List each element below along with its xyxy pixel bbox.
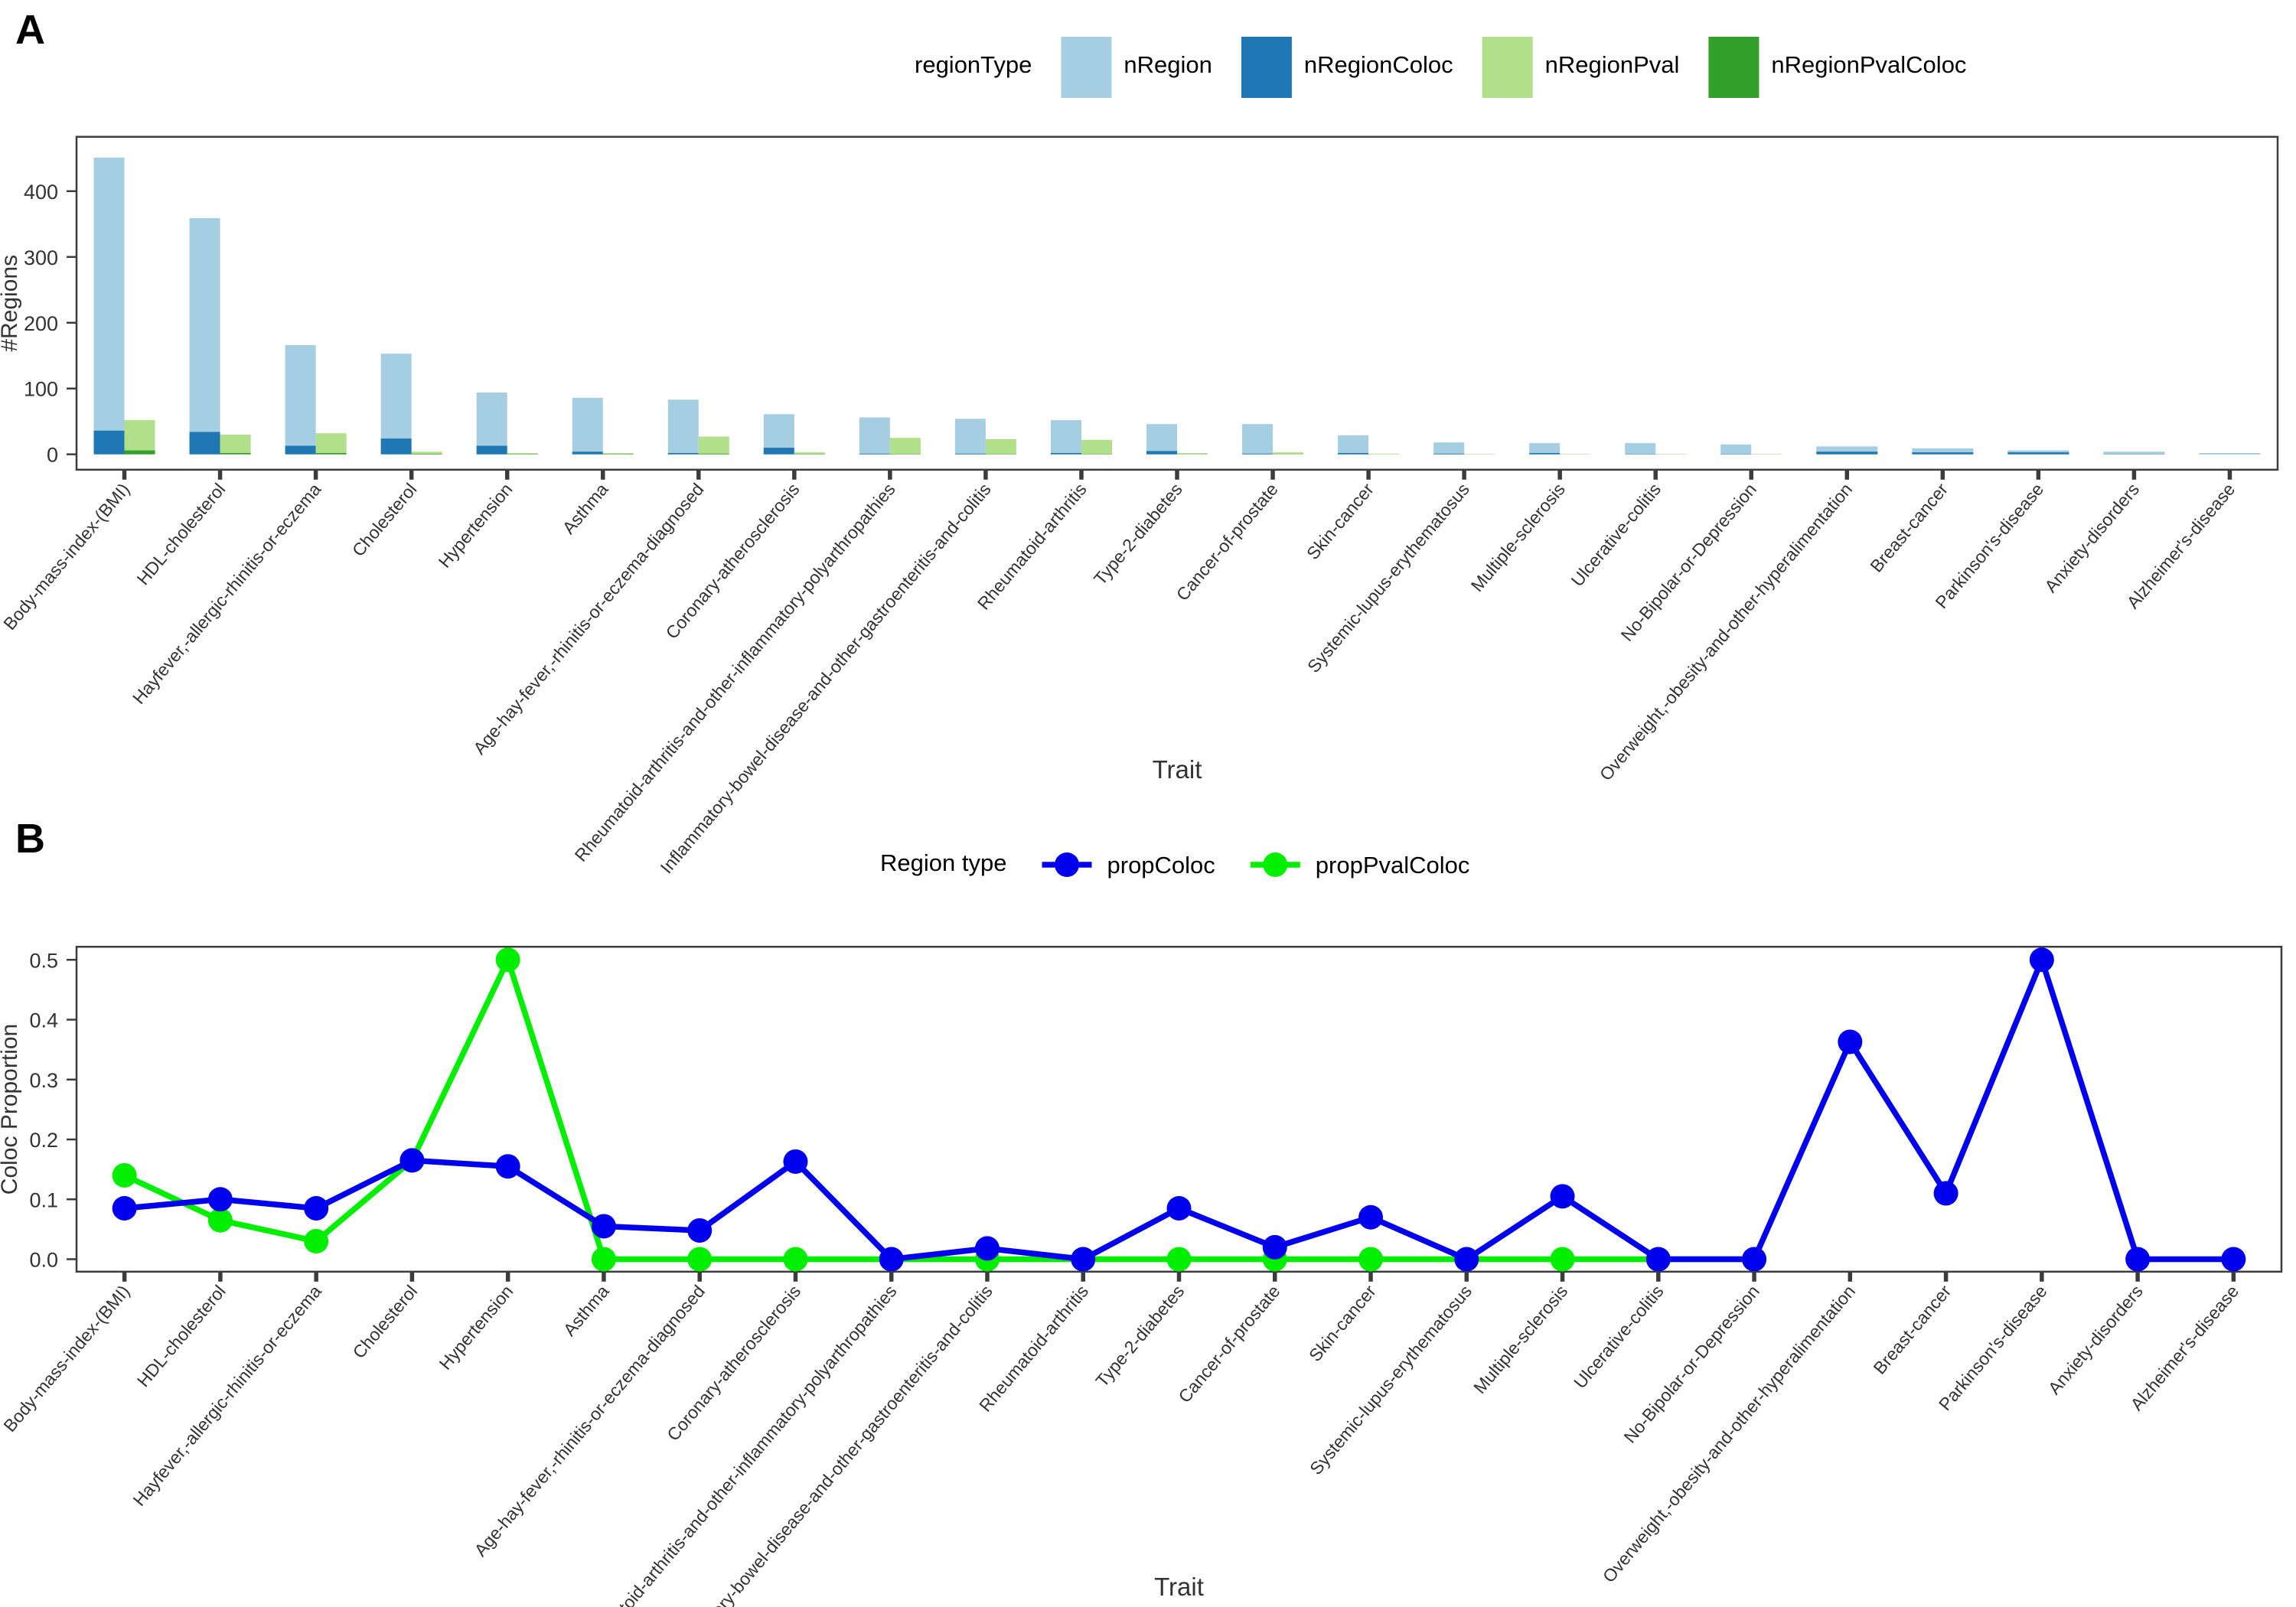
svg-text:100: 100 [24, 378, 58, 401]
svg-text:0.1: 0.1 [29, 1188, 58, 1211]
svg-text:400: 400 [24, 181, 58, 204]
svg-text:Region type: Region type [880, 849, 1006, 876]
svg-text:0: 0 [47, 444, 58, 467]
svg-text:nRegionColoc: nRegionColoc [1304, 51, 1453, 78]
svg-text:200: 200 [24, 312, 58, 335]
svg-text:propPvalColoc: propPvalColoc [1316, 852, 1470, 878]
svg-text:Trait: Trait [1154, 1573, 1204, 1601]
svg-text:0.0: 0.0 [29, 1249, 58, 1272]
svg-text:regionType: regionType [915, 51, 1032, 78]
svg-text:Trait: Trait [1153, 755, 1202, 784]
svg-text:0.5: 0.5 [29, 949, 58, 972]
svg-text:Coloc Proportion: Coloc Proportion [0, 1024, 22, 1195]
svg-text:0.4: 0.4 [29, 1009, 58, 1032]
svg-text:nRegionPval: nRegionPval [1545, 51, 1680, 78]
svg-text:propColoc: propColoc [1107, 852, 1215, 878]
svg-text:#Regions: #Regions [0, 255, 22, 352]
svg-text:0.3: 0.3 [29, 1069, 58, 1092]
svg-text:0.2: 0.2 [29, 1129, 58, 1152]
svg-text:nRegionPvalColoc: nRegionPvalColoc [1771, 51, 1966, 78]
svg-text:300: 300 [24, 246, 58, 269]
svg-text:nRegion: nRegion [1124, 51, 1212, 78]
